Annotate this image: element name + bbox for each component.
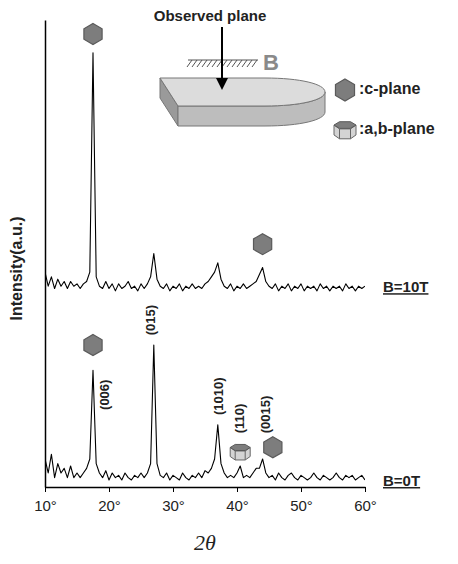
chart: 10° 20° 30° 40° 50° 60° 2θ Intensity(a.u.) B=10T… — [0, 0, 458, 564]
hexagon-face — [254, 234, 272, 255]
field-hatch — [192, 60, 197, 67]
y-axis-title: Intensity(a.u.) — [8, 216, 25, 320]
x-tick-mark — [173, 487, 174, 492]
field-hatch — [197, 60, 202, 67]
field-hatch — [247, 60, 252, 67]
prism-edge — [339, 129, 340, 139]
inset-label: Observed plane — [154, 7, 267, 24]
x-tick-label: 20° — [98, 497, 121, 514]
x-axis-line — [46, 487, 366, 489]
x-tick: 30° — [162, 487, 185, 514]
x-tick: 10° — [34, 487, 57, 514]
x-tick-label: 30° — [162, 497, 185, 514]
x-tick-mark — [109, 487, 110, 492]
prism-edge — [245, 451, 246, 460]
peak-label: (1010) — [211, 378, 226, 416]
arrow-head — [216, 78, 228, 90]
field-hatch — [242, 60, 247, 67]
x-axis-title: 2θ — [194, 530, 216, 555]
x-tick-mark — [45, 487, 46, 492]
field-hatch — [252, 60, 257, 67]
y-axis — [45, 21, 46, 488]
x-tick: 40° — [226, 487, 249, 514]
hexagon-face — [264, 437, 282, 458]
legend-icon — [334, 122, 356, 139]
slab-top — [160, 78, 325, 106]
field-hatch — [232, 60, 237, 67]
peak-label: (015) — [143, 305, 158, 335]
x-tick-label: 10° — [34, 497, 57, 514]
x-tick: 50° — [290, 487, 313, 514]
peak-label: (0015) — [258, 396, 273, 434]
x-tick: 60° — [354, 487, 377, 514]
plane-icon — [254, 234, 272, 255]
x-tick-mark — [365, 487, 366, 492]
plot-area — [45, 53, 365, 480]
field-hatch — [207, 60, 212, 67]
legend-label: :a,b-plane — [359, 120, 435, 137]
series-label: B=10T — [383, 278, 428, 295]
hexagon-face — [84, 24, 102, 45]
series-line — [45, 53, 365, 291]
x-tick-label: 60° — [354, 497, 377, 514]
field-hatch — [227, 60, 232, 67]
x-axis: 10° 20° 30° 40° 50° 60° — [34, 487, 377, 514]
hexagon-face — [335, 79, 354, 101]
prism-top — [230, 444, 250, 450]
prism-edge — [350, 129, 351, 139]
plane-icon — [84, 335, 102, 356]
x-tick: 20° — [98, 487, 121, 514]
y-axis-line — [45, 21, 47, 488]
field-hatch — [212, 60, 217, 67]
field-hatch — [187, 60, 192, 67]
hexagon-face — [84, 335, 102, 356]
prism-top — [334, 122, 356, 129]
series-line — [45, 345, 365, 480]
plane-icon — [264, 437, 282, 458]
x-tick-mark — [301, 487, 302, 492]
x-tick-label: 40° — [226, 497, 249, 514]
field-label: B — [263, 50, 279, 75]
legend: :c-plane :a,b-plane — [334, 79, 435, 139]
series-label: B=0T — [383, 472, 420, 489]
plane-icon — [84, 24, 102, 45]
plane-icon — [230, 444, 250, 460]
field-hatch — [237, 60, 242, 67]
x-tick-label: 50° — [290, 497, 313, 514]
field-hatch — [202, 60, 207, 67]
x-tick-mark — [237, 487, 238, 492]
inset: B Observed plane — [154, 7, 325, 126]
peak-label: (110) — [232, 404, 247, 434]
peak-label: (006) — [97, 380, 112, 410]
prism-edge — [235, 451, 236, 460]
legend-label: :c-plane — [359, 80, 420, 97]
legend-icon — [335, 79, 354, 101]
arrow-shaft — [221, 27, 223, 80]
